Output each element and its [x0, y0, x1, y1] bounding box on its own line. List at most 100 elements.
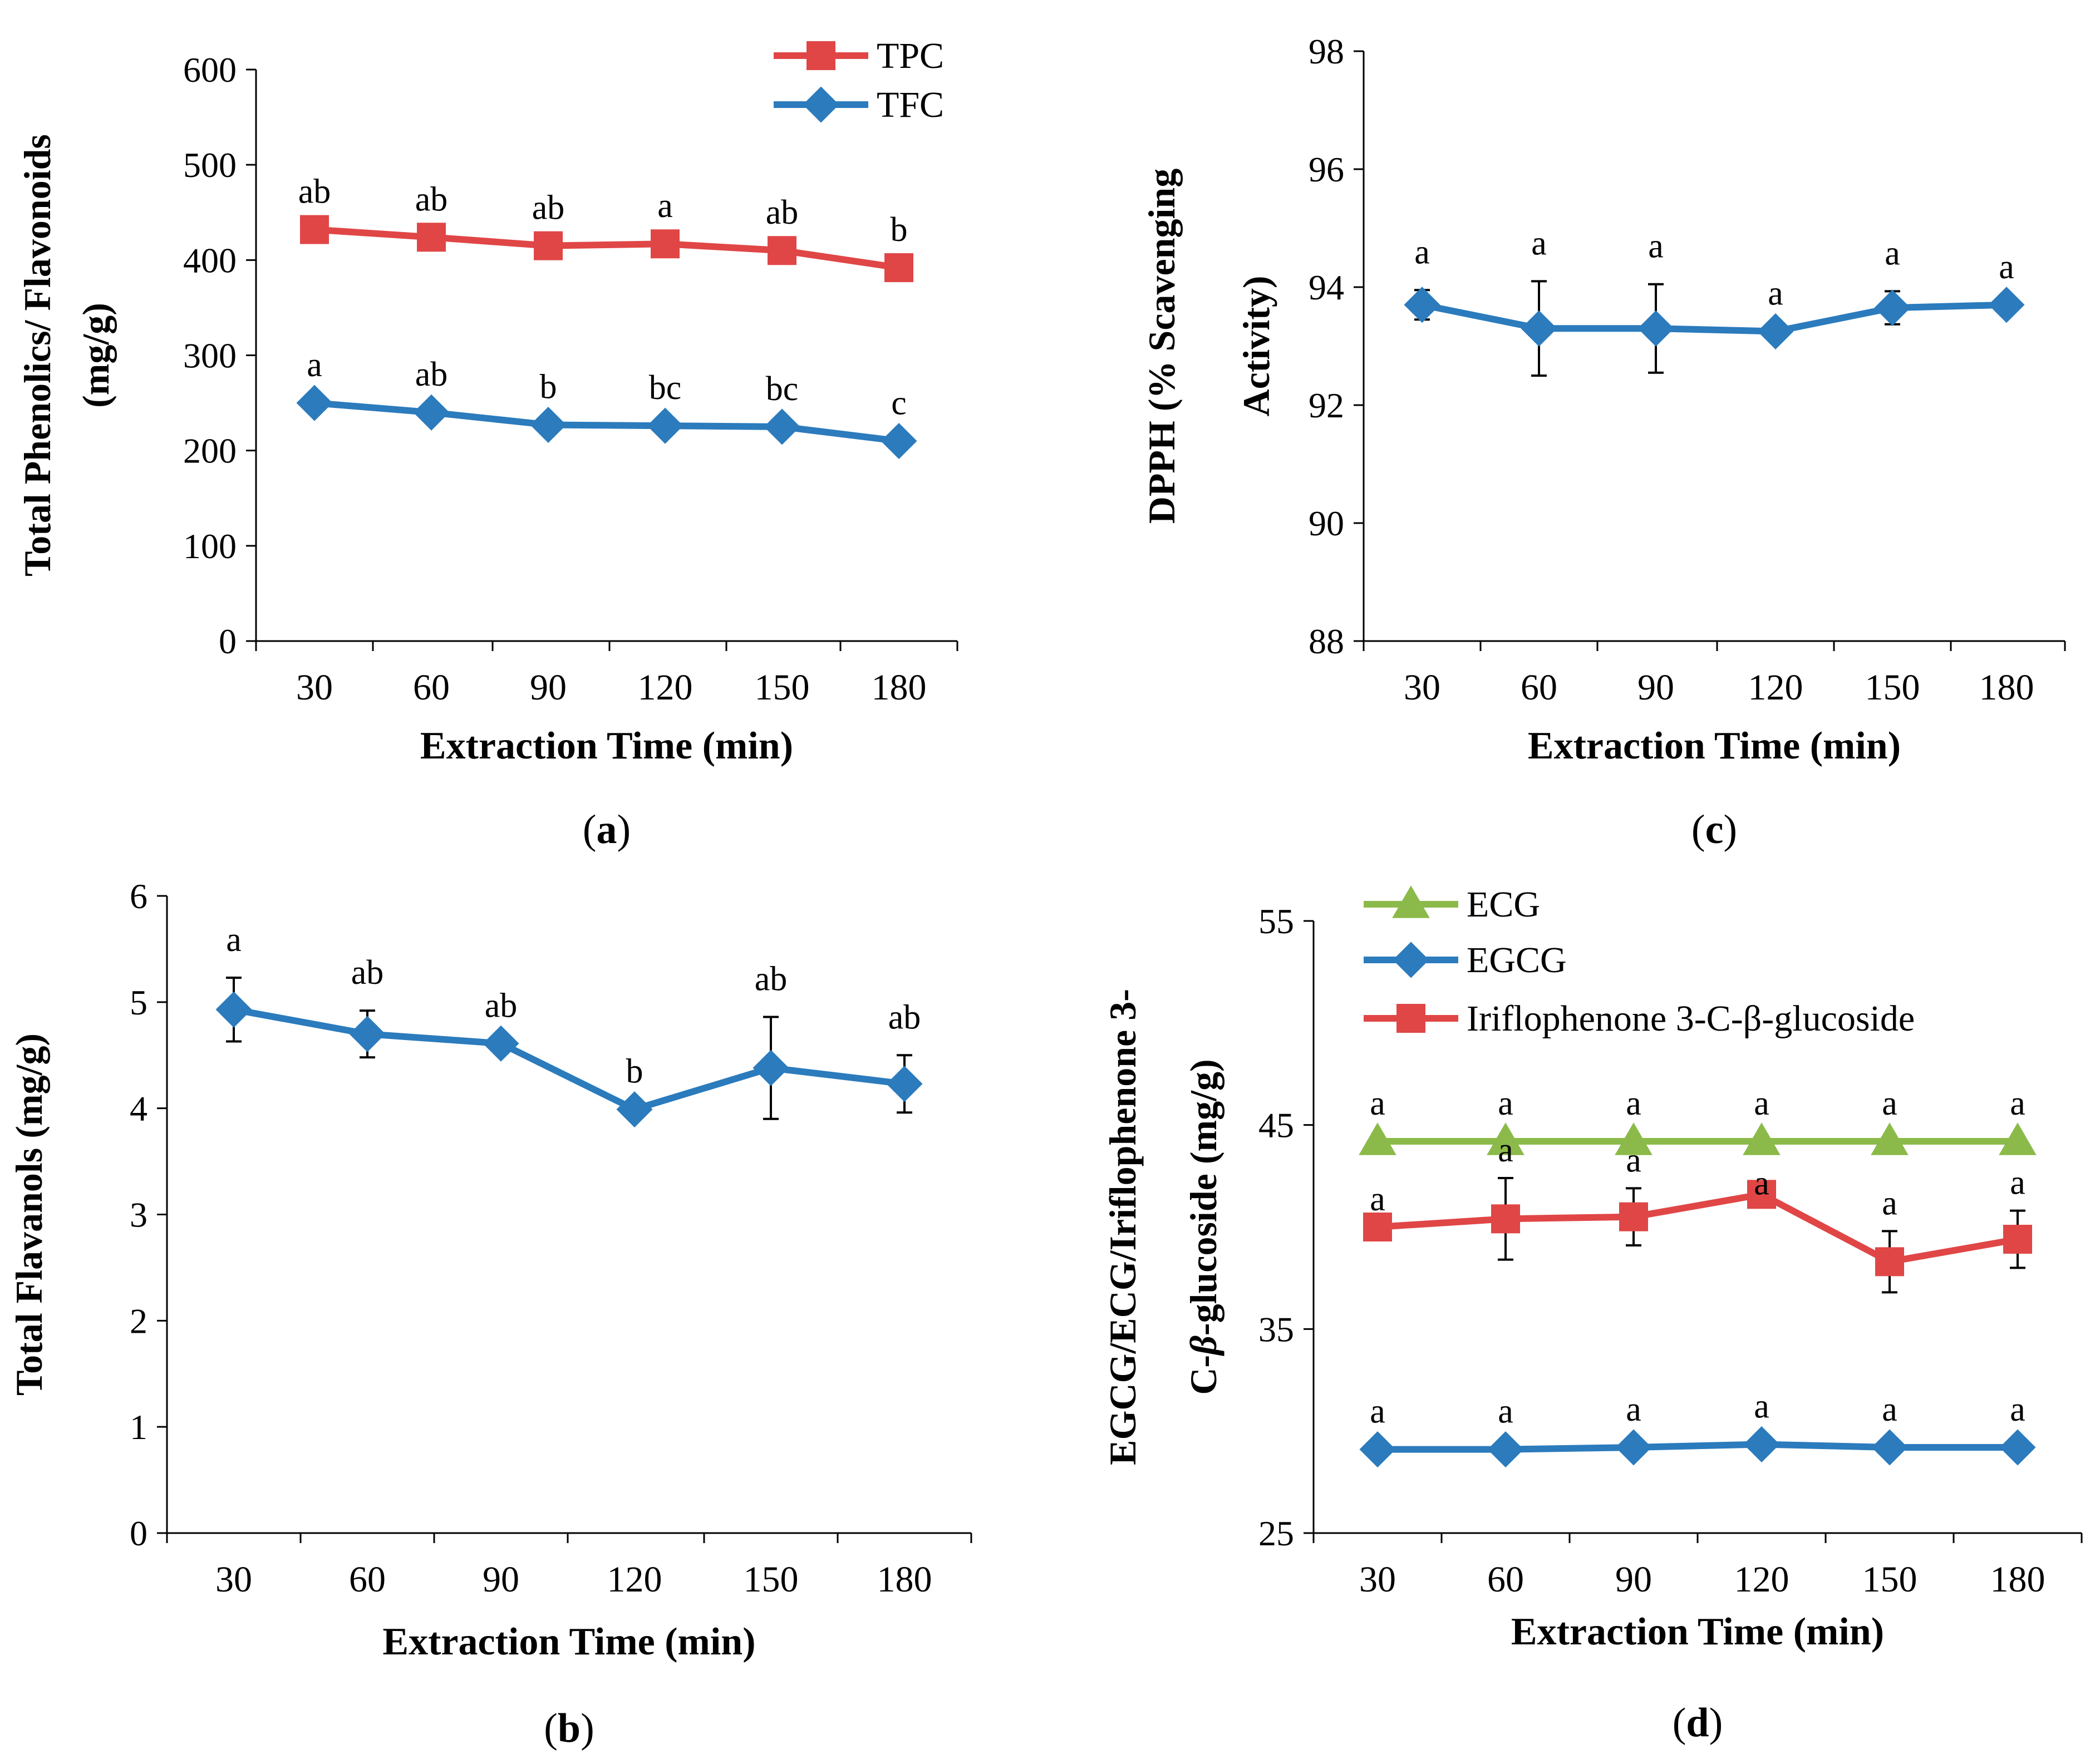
data-point	[296, 385, 333, 421]
series-line	[314, 226, 899, 271]
legend-marker	[1396, 1004, 1425, 1033]
data-point	[1988, 287, 2025, 323]
data-point	[215, 991, 252, 1028]
significance-letter: a	[1754, 1388, 1769, 1426]
y-axis-label: EGCG/ECG/Iriflophenone 3-	[1101, 989, 1144, 1465]
significance-letter: ab	[532, 189, 565, 227]
x-axis-label: Extraction Time (min)	[420, 725, 793, 767]
series-line	[233, 1006, 905, 1113]
series-iriflophenone-3-c-glucoside: a a a a a a	[1363, 1131, 2032, 1294]
legend-label: Iriflophenone 3-C-β-glucoside	[1467, 998, 1915, 1039]
data-point	[647, 407, 683, 444]
data-point	[1757, 313, 1794, 349]
legend-label: EGCG	[1467, 940, 1567, 980]
significance-letter: a	[2010, 1164, 2025, 1202]
data-point	[1871, 1429, 1908, 1466]
x-tick-label: 120	[1748, 667, 1803, 708]
y-axis-label: Total Flavanols (mg/g)	[8, 1033, 50, 1396]
data-point	[417, 223, 446, 252]
data-point	[1874, 289, 1911, 326]
x-tick-label: 90	[1615, 1559, 1652, 1600]
significance-letter: a	[1882, 1184, 1897, 1222]
data-point	[413, 394, 450, 431]
data-point	[300, 215, 329, 244]
y-tick-label: 5	[130, 983, 147, 1022]
x-tick-label: 150	[755, 667, 810, 708]
legend-marker	[806, 41, 835, 70]
significance-letter: a	[2010, 1085, 2025, 1122]
x-tick-label: 120	[607, 1559, 662, 1600]
y-tick-label: 3	[130, 1195, 147, 1235]
significance-letter: a	[1626, 1085, 1641, 1122]
data-point	[1615, 1122, 1653, 1155]
y-tick-label: 6	[130, 876, 147, 916]
series-dpph: a a a a a a	[1404, 224, 2025, 377]
data-point	[886, 1066, 923, 1102]
data-point	[616, 1091, 653, 1128]
y-tick-label: 35	[1258, 1309, 1294, 1349]
significance-letter: a	[1498, 1393, 1513, 1431]
x-tick-label: 180	[1979, 667, 2034, 708]
legend-item: TFC	[774, 85, 944, 125]
y-tick-label: 92	[1309, 386, 1344, 425]
y-axis-label: Total Phenolics/ Flavonoids	[16, 134, 58, 576]
legend-marker	[1392, 885, 1430, 918]
data-point	[534, 231, 563, 260]
data-point	[1521, 310, 1557, 347]
y-tick-label: 0	[219, 622, 237, 661]
chart-panel-d: 25 35 45 55 30 60 90 120 150 180 Extraction Time (…	[1101, 884, 2083, 1746]
legend-label: ECG	[1467, 884, 1540, 925]
x-tick-label: 90	[483, 1559, 519, 1600]
y-tick-label: 1	[130, 1407, 147, 1447]
significance-letter: c	[891, 385, 907, 422]
x-tick-label: 60	[1487, 1559, 1524, 1600]
x-tick-label: 150	[1865, 667, 1920, 708]
data-point	[651, 229, 680, 259]
y-tick-label: 2	[130, 1301, 147, 1341]
data-point	[764, 408, 800, 445]
series-line	[1378, 1441, 2018, 1453]
significance-letter: ab	[298, 173, 331, 211]
data-point	[1487, 1431, 1524, 1468]
x-tick-label: 60	[413, 667, 450, 708]
data-point	[1875, 1247, 1904, 1277]
significance-letter: ab	[766, 194, 799, 231]
panel-label: (d)	[1673, 1700, 1723, 1746]
series-line	[1421, 301, 2007, 335]
significance-letter: a	[1370, 1393, 1385, 1431]
panel-label: (a)	[583, 807, 631, 853]
significance-letter: ab	[351, 954, 384, 992]
chart-panel-c: 88 90 92 94 96 98 30 60 90 120 150 180 Extraction Ti…	[1140, 32, 2066, 853]
y-axis-label: Activity)	[1235, 275, 1277, 416]
significance-letter: b	[540, 368, 557, 406]
legend-item: Iriflophenone 3-C-β-glucoside	[1364, 998, 1915, 1039]
x-tick-label: 60	[1521, 667, 1557, 708]
x-tick-label: 60	[349, 1559, 386, 1600]
data-point	[1871, 1122, 1909, 1155]
significance-letter: a	[1882, 1085, 1897, 1122]
legend-label: TFC	[877, 85, 944, 125]
data-point	[1363, 1213, 1392, 1241]
chart-panel-a: 0 100 200 300 400 500 600 30 60 90 120 150 180 Extrac…	[16, 36, 958, 853]
data-point	[1743, 1426, 1780, 1462]
series-line	[1377, 1191, 2019, 1265]
x-tick-label: 120	[1734, 1559, 1789, 1600]
legend-marker	[803, 86, 839, 123]
data-point	[1619, 1202, 1648, 1231]
legend-item: TPC	[774, 36, 944, 76]
data-point	[884, 253, 913, 283]
x-tick-label: 180	[877, 1559, 932, 1600]
x-axis-label: Extraction Time (min)	[382, 1620, 755, 1663]
x-tick-label: 90	[530, 667, 567, 708]
significance-letter: ab	[415, 356, 448, 393]
data-point	[881, 423, 917, 460]
legend-label: TPC	[877, 36, 944, 76]
significance-letter: a	[1498, 1131, 1513, 1169]
significance-letter: a	[226, 921, 242, 959]
significance-letter: bc	[649, 369, 682, 407]
significance-letter: ab	[755, 960, 788, 998]
y-tick-label: 90	[1309, 504, 1344, 543]
y-tick-label: 100	[183, 526, 237, 566]
